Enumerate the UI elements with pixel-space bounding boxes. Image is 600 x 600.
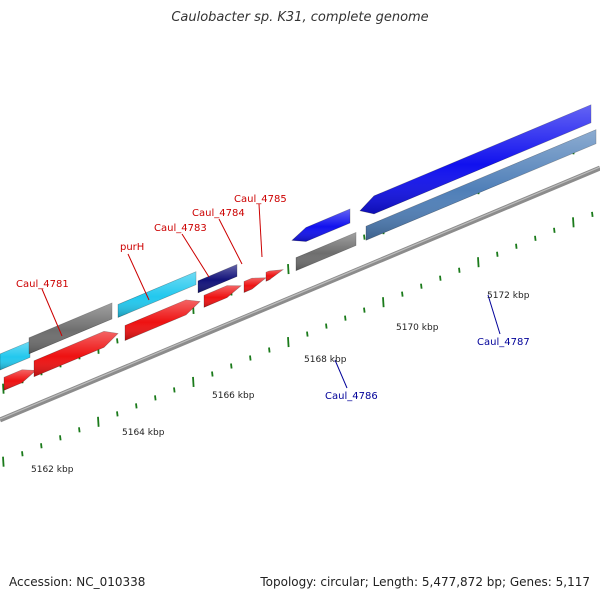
feature-track (0, 104, 597, 391)
cds-navy-block[interactable] (197, 264, 238, 294)
inner-minor-tick (78, 427, 81, 433)
gene-label[interactable]: purH (120, 242, 144, 253)
inner-minor-tick (325, 323, 328, 329)
cds-red-arrow-3[interactable] (124, 299, 201, 341)
cds-cyan-block-2[interactable] (117, 271, 197, 318)
gene-label[interactable]: Caul_4785 (234, 194, 287, 205)
inner-minor-tick (21, 451, 24, 457)
tick-row-inner (2, 211, 594, 467)
cds-blue-arrow-1[interactable] (291, 208, 351, 242)
inner-minor-tick (420, 283, 423, 289)
inner-minor-tick (439, 275, 442, 281)
cds-red-arrow-5[interactable] (243, 277, 267, 293)
leader-line (127, 253, 150, 301)
gene-label[interactable]: Caul_4781 (16, 279, 69, 290)
cds-red-arrow-6[interactable] (265, 269, 285, 282)
inner-major-tick (477, 257, 480, 268)
inner-minor-tick (230, 363, 233, 369)
scale-label: 5168 kbp (304, 355, 347, 365)
inner-minor-tick (154, 395, 157, 401)
inner-major-tick (192, 376, 195, 387)
genome-backbone (0, 165, 600, 423)
leader-line (334, 359, 348, 389)
cds-red-arrow-4[interactable] (203, 285, 242, 308)
leader-line (258, 203, 263, 258)
leader-line (487, 294, 501, 335)
inner-minor-tick (496, 251, 499, 257)
scale-label: 5164 kbp (122, 428, 165, 438)
inner-minor-tick (268, 347, 271, 353)
inner-minor-tick (116, 411, 119, 417)
gene-label[interactable]: Caul_4783 (154, 223, 207, 234)
inner-minor-tick (344, 315, 347, 321)
cds-gray-block-1[interactable] (28, 302, 113, 355)
cds-blue-arrow-2[interactable] (359, 104, 592, 215)
backbone-line (0, 165, 600, 423)
inner-minor-tick (173, 387, 176, 393)
outer-major-tick (287, 263, 290, 275)
map-title: Caulobacter sp. K31, complete genome (171, 10, 429, 25)
leader-line (181, 233, 210, 278)
outer-minor-tick (116, 338, 119, 344)
inner-major-tick (572, 217, 575, 228)
inner-major-tick (97, 416, 100, 427)
scale-label: 5166 kbp (212, 391, 255, 401)
cds-red-arrow-2[interactable] (33, 331, 119, 378)
outer-minor-tick (363, 234, 366, 240)
scale-labels: 5162 kbp 5164 kbp 5166 kbp 5168 kbp 5170 kbp… (31, 291, 530, 475)
inner-minor-tick (306, 331, 309, 337)
inner-minor-tick (211, 371, 214, 377)
label-leader-lines (41, 203, 501, 389)
inner-minor-tick (515, 243, 518, 249)
inner-minor-tick (40, 443, 43, 449)
inner-major-tick (2, 456, 5, 467)
gene-label[interactable]: Caul_4786 (325, 391, 378, 402)
gene-label[interactable]: Caul_4784 (192, 208, 245, 219)
inner-minor-tick (249, 355, 252, 361)
backbone-highlight (0, 166, 600, 420)
inner-major-tick (287, 336, 290, 348)
leader-line (41, 288, 63, 337)
genome-summary: Topology: circular; Length: 5,477,872 bp… (260, 575, 590, 589)
cds-gray-block-2[interactable] (295, 232, 357, 272)
inner-minor-tick (591, 211, 594, 217)
leader-line (218, 218, 243, 265)
inner-minor-tick (534, 235, 537, 241)
cds-steel-block[interactable] (365, 129, 597, 241)
inner-minor-tick (401, 291, 404, 297)
gene-label[interactable]: Caul_4787 (477, 337, 530, 348)
accession-label: Accession: NC_010338 (9, 575, 146, 589)
inner-major-tick (382, 297, 385, 308)
cds-cyan-block-1[interactable] (0, 340, 31, 371)
inner-minor-tick (135, 403, 138, 409)
scale-label: 5170 kbp (396, 323, 439, 333)
inner-minor-tick (363, 307, 366, 313)
inner-minor-tick (458, 267, 461, 273)
cds-red-arrow-1[interactable] (3, 369, 37, 391)
scale-label: 5162 kbp (31, 465, 74, 475)
inner-minor-tick (59, 435, 62, 441)
outer-major-tick (2, 383, 5, 394)
inner-minor-tick (553, 227, 556, 233)
scale-label: 5172 kbp (487, 291, 530, 301)
gene-labels: Caul_4781 purH Caul_4783 Caul_4784 Caul_4785… (16, 194, 530, 402)
